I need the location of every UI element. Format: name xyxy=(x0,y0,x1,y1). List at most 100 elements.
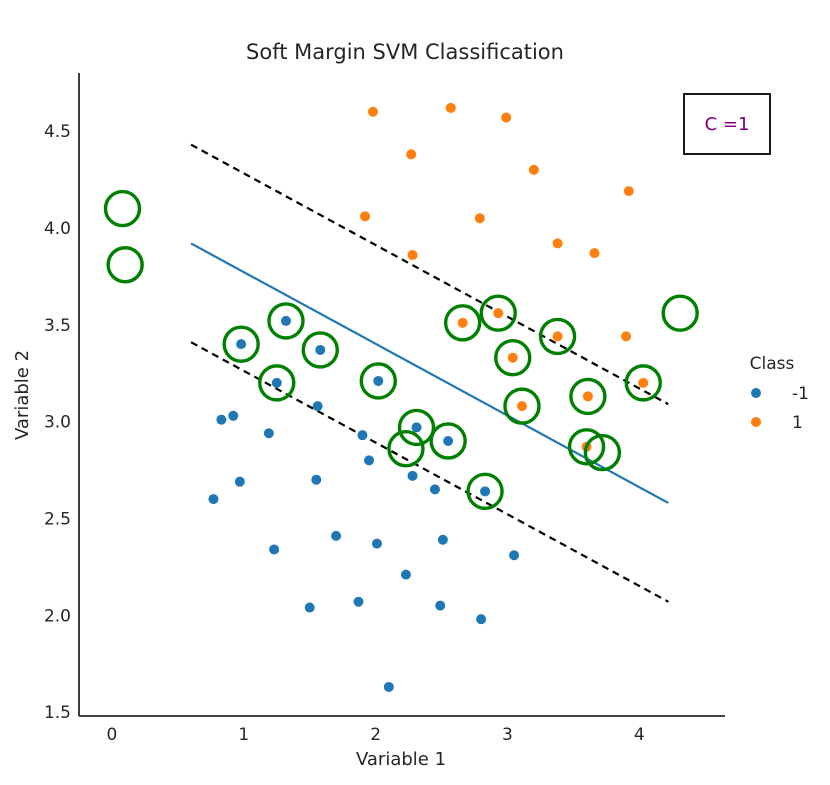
legend: Class -1 1 xyxy=(750,354,809,433)
point-class-neg xyxy=(400,569,411,580)
point-class-neg xyxy=(208,494,219,505)
point-class-pos xyxy=(445,102,456,113)
support-vector-ring xyxy=(569,377,607,416)
support-vector-ring xyxy=(397,408,436,447)
point-class-neg xyxy=(228,410,239,421)
x-tick-label: 4 xyxy=(634,725,645,745)
support-vector-ring xyxy=(222,325,260,363)
legend-marker-pos xyxy=(751,417,761,427)
lower-margin-line xyxy=(190,341,669,603)
chart-title: Soft Margin SVM Classification xyxy=(246,40,564,64)
point-class-neg xyxy=(353,596,364,607)
y-tick-label: 2.5 xyxy=(44,509,71,529)
y-tick-label: 2.0 xyxy=(44,606,71,626)
x-tick-label: 3 xyxy=(502,725,513,745)
support-vector-ring xyxy=(494,339,532,377)
point-class-pos xyxy=(582,391,593,402)
point-class-pos xyxy=(638,377,649,388)
support-vector-ring xyxy=(258,364,296,402)
point-class-neg xyxy=(216,414,227,425)
point-class-pos xyxy=(501,112,512,123)
point-class-pos xyxy=(623,186,634,197)
point-class-pos xyxy=(493,308,504,319)
data-points xyxy=(208,102,649,692)
point-class-neg xyxy=(311,474,322,485)
point-class-neg xyxy=(373,375,384,386)
point-class-neg xyxy=(476,614,487,625)
support-vector-ring xyxy=(538,317,577,356)
point-class-pos xyxy=(474,213,485,224)
legend-label-pos: 1 xyxy=(792,413,803,433)
y-tick-label: 4.5 xyxy=(44,122,71,142)
x-axis-label: Variable 1 xyxy=(356,749,446,770)
y-tick-label: 3.0 xyxy=(44,413,71,433)
support-vector-ring xyxy=(106,246,144,284)
point-class-neg xyxy=(269,544,280,555)
point-class-pos xyxy=(407,250,418,261)
support-vector-ring xyxy=(267,302,305,340)
point-class-pos xyxy=(457,317,468,328)
plot-area xyxy=(103,102,699,692)
support-vector-ring xyxy=(387,430,425,468)
point-class-pos xyxy=(621,331,632,342)
legend-label-neg: -1 xyxy=(792,384,809,404)
point-class-neg xyxy=(411,422,422,433)
x-axis-ticks: 0 1 2 3 4 xyxy=(107,725,645,745)
support-vector-ring xyxy=(661,294,699,332)
support-vector-ring xyxy=(503,387,541,425)
support-vectors xyxy=(103,189,699,511)
margin-lines xyxy=(190,143,669,603)
point-class-pos xyxy=(589,248,600,259)
y-tick-label: 3.5 xyxy=(44,316,71,336)
point-class-neg xyxy=(304,602,315,613)
annotation-text: C =1 xyxy=(705,114,750,135)
point-class-neg xyxy=(236,339,247,350)
support-vector-ring xyxy=(429,422,467,460)
support-vector-ring xyxy=(466,472,504,511)
y-axis-ticks: 1.5 2.0 2.5 3.0 3.5 4.0 4.5 xyxy=(44,122,71,723)
y-tick-label: 1.5 xyxy=(44,703,71,723)
y-tick-label: 4.0 xyxy=(44,219,71,239)
support-vector-ring xyxy=(103,189,142,228)
point-class-neg xyxy=(429,484,440,495)
point-class-neg xyxy=(364,455,375,466)
legend-marker-neg xyxy=(751,388,761,398)
x-tick-label: 2 xyxy=(370,725,381,745)
support-vector-ring xyxy=(567,428,606,466)
point-class-neg xyxy=(315,344,326,355)
upper-margin-line xyxy=(190,143,669,406)
point-class-neg xyxy=(480,486,491,497)
point-class-neg xyxy=(263,428,274,439)
point-class-neg xyxy=(331,530,342,541)
x-tick-label: 0 xyxy=(107,725,118,745)
point-class-pos xyxy=(552,331,563,342)
point-class-neg xyxy=(443,435,454,446)
point-class-pos xyxy=(360,211,371,222)
legend-title: Class xyxy=(750,354,795,374)
support-vector-ring xyxy=(301,331,339,369)
x-tick-label: 1 xyxy=(238,725,249,745)
point-class-neg xyxy=(435,600,446,611)
point-class-neg xyxy=(437,534,448,545)
point-class-neg xyxy=(357,430,368,441)
y-axis-label: Variable 2 xyxy=(12,350,33,440)
support-vector-ring xyxy=(479,294,517,332)
point-class-neg xyxy=(383,681,394,692)
point-class-pos xyxy=(528,164,539,175)
point-class-pos xyxy=(406,149,417,160)
annotation-frame xyxy=(683,93,771,155)
point-class-pos xyxy=(552,238,563,249)
point-class-pos xyxy=(507,352,518,363)
point-class-neg xyxy=(271,377,282,388)
support-vector-ring xyxy=(583,433,622,472)
support-vector-ring xyxy=(624,364,662,402)
point-class-neg xyxy=(371,538,382,549)
support-vector-ring xyxy=(443,304,482,342)
point-class-neg xyxy=(509,550,520,561)
point-class-neg xyxy=(280,315,291,326)
point-class-neg xyxy=(312,401,323,412)
point-class-pos xyxy=(367,106,378,117)
point-class-neg xyxy=(234,476,245,487)
support-vector-ring xyxy=(359,362,397,400)
